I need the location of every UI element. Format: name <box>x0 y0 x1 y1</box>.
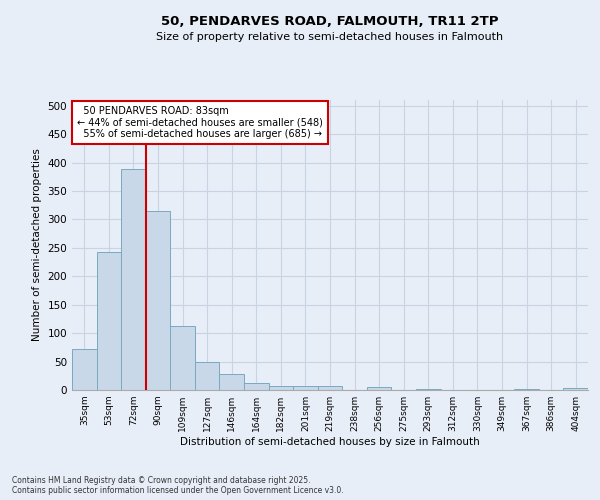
Bar <box>170 326 195 390</box>
X-axis label: Distribution of semi-detached houses by size in Falmouth: Distribution of semi-detached houses by … <box>180 437 480 447</box>
Text: 50 PENDARVES ROAD: 83sqm
← 44% of semi-detached houses are smaller (548)
  55% o: 50 PENDARVES ROAD: 83sqm ← 44% of semi-d… <box>77 106 323 139</box>
Bar <box>195 362 220 390</box>
Bar <box>416 389 440 390</box>
Y-axis label: Number of semi-detached properties: Number of semi-detached properties <box>32 148 42 342</box>
Bar <box>269 386 293 390</box>
Bar <box>563 388 588 390</box>
Bar <box>367 387 391 390</box>
Text: 50, PENDARVES ROAD, FALMOUTH, TR11 2TP: 50, PENDARVES ROAD, FALMOUTH, TR11 2TP <box>161 15 499 28</box>
Text: Size of property relative to semi-detached houses in Falmouth: Size of property relative to semi-detach… <box>157 32 503 42</box>
Bar <box>146 211 170 390</box>
Bar <box>293 386 318 390</box>
Bar <box>97 252 121 390</box>
Bar <box>72 349 97 390</box>
Bar <box>121 170 146 390</box>
Bar <box>220 374 244 390</box>
Bar <box>318 386 342 390</box>
Bar <box>244 382 269 390</box>
Text: Contains HM Land Registry data © Crown copyright and database right 2025.
Contai: Contains HM Land Registry data © Crown c… <box>12 476 344 495</box>
